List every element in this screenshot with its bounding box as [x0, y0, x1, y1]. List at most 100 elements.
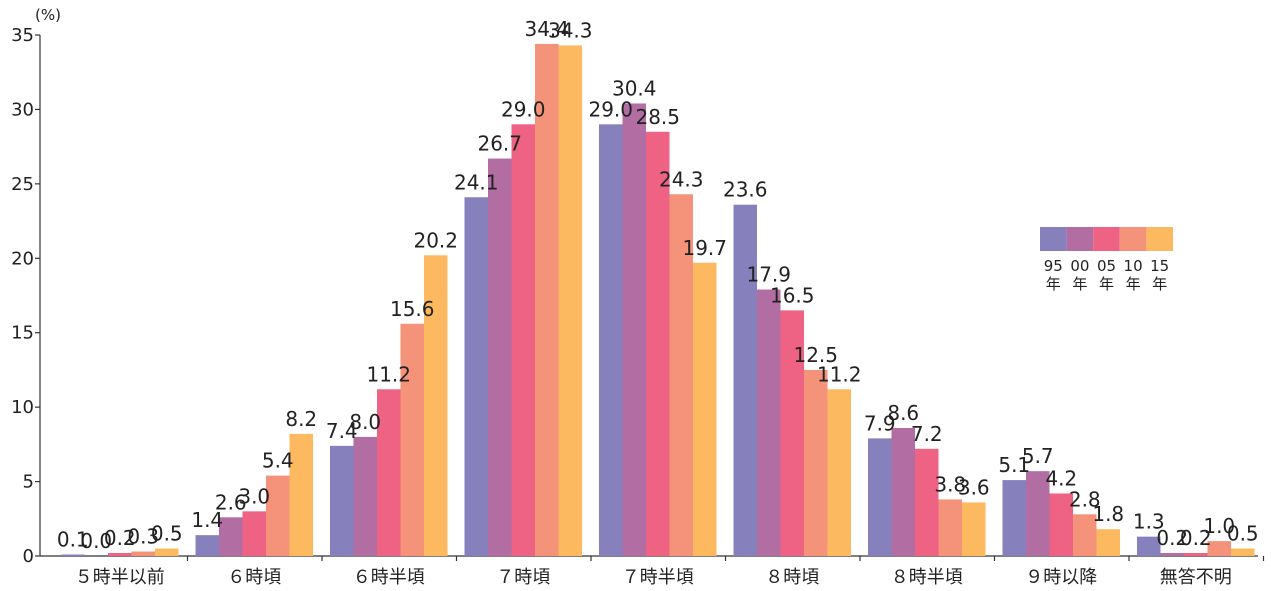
value-label: 7.2 [911, 422, 943, 446]
legend-label: 10 [1124, 257, 1143, 275]
bar [1096, 529, 1120, 556]
category-label: ８時頃 [765, 567, 819, 588]
bar [962, 502, 986, 556]
bars [61, 43, 1255, 557]
legend-label: 年 [1152, 275, 1167, 293]
bar [1049, 493, 1073, 556]
legend-label: 年 [1099, 275, 1114, 293]
y-tick-label: 15 [11, 323, 34, 344]
bar [464, 197, 488, 557]
y-tick-label: 0 [23, 546, 34, 567]
legend-label: 95 [1044, 257, 1063, 275]
bar [915, 448, 939, 556]
value-label: 24.3 [659, 167, 704, 191]
value-label: 0.2 [104, 526, 136, 550]
value-label: 0.3 [127, 525, 159, 549]
bar [1207, 541, 1231, 556]
value-label: 11.2 [817, 362, 862, 386]
y-tick-label: 10 [11, 397, 34, 418]
y-tick-label: 30 [11, 99, 34, 120]
value-label: 3.0 [238, 484, 270, 508]
bar [669, 194, 693, 556]
value-label: 1.3 [1133, 510, 1165, 534]
bar [1160, 553, 1184, 556]
bar [400, 323, 424, 556]
value-label: 23.6 [723, 178, 768, 202]
bar [511, 124, 535, 557]
value-label: 2.8 [1069, 487, 1101, 511]
value-label: 8.2 [285, 407, 317, 431]
value-label: 29.0 [588, 97, 633, 121]
bar [891, 427, 915, 556]
category-label: ７時半頃 [622, 567, 694, 588]
value-label: 0.1 [57, 528, 89, 552]
bar [266, 475, 290, 556]
bar [1184, 553, 1208, 556]
value-label: 15.6 [390, 297, 435, 321]
bar [488, 158, 512, 556]
category-label: ７時頃 [496, 567, 550, 588]
value-label: 0.2 [1180, 526, 1212, 550]
bar [1002, 480, 1026, 556]
legend-swatch [1066, 227, 1094, 251]
value-label: 8.6 [887, 401, 919, 425]
value-label: 0.0 [80, 529, 112, 553]
category-label: 無答不明 [1160, 567, 1232, 588]
y-unit-label: (%) [35, 6, 61, 24]
bar [155, 548, 179, 556]
value-label: 11.2 [366, 362, 411, 386]
value-label: 1.4 [191, 508, 223, 532]
bar [289, 433, 313, 556]
category-label: ９時以降 [1025, 567, 1097, 588]
legend-label: 年 [1046, 275, 1061, 293]
value-label: 0.5 [151, 522, 183, 546]
bar [353, 436, 377, 556]
value-label: 29.0 [501, 97, 546, 121]
bar [827, 389, 851, 556]
bar [757, 289, 781, 556]
value-label: 2.6 [215, 490, 247, 514]
value-label: 19.7 [682, 236, 727, 260]
value-label: 34.4 [524, 17, 569, 41]
bar [622, 103, 646, 556]
value-label: 20.2 [413, 228, 458, 252]
bar [1073, 514, 1097, 556]
bar [693, 262, 717, 556]
value-label: 3.6 [958, 475, 990, 499]
legend-swatch [1146, 227, 1173, 251]
legend-label: 年 [1072, 275, 1087, 293]
y-tick-label: 5 [23, 472, 34, 493]
bar [1026, 471, 1050, 556]
value-label: 26.7 [477, 132, 522, 156]
legend-swatch [1119, 227, 1147, 251]
value-label: 1.0 [1203, 514, 1235, 538]
value-label: 12.5 [793, 343, 838, 367]
legend-swatch [1040, 227, 1067, 251]
legend-label: 15 [1150, 257, 1169, 275]
data-labels: 0.1 1.4 7.4 24.1 29.0 23.6 7.9 5.1 1.3 0.0 2.6 8.0 2… [57, 17, 1259, 553]
value-label: 8.0 [349, 410, 381, 434]
category-label: ６時半頃 [353, 567, 425, 588]
bar [733, 204, 757, 556]
bar [377, 389, 401, 556]
value-label: 5.7 [1022, 444, 1054, 468]
bar [535, 43, 559, 557]
bar [938, 499, 962, 556]
value-label: 17.9 [746, 263, 791, 287]
bar [646, 131, 670, 556]
bar [424, 255, 448, 556]
value-label: 3.8 [934, 472, 966, 496]
bar [131, 551, 155, 556]
y-tick-label: 35 [11, 25, 34, 46]
legend-label: 年 [1126, 275, 1141, 293]
category-label: ５時半以前 [75, 567, 165, 588]
category-label: ８時半頃 [891, 567, 963, 588]
y-tick-label: 20 [11, 248, 34, 269]
value-label: 28.5 [635, 105, 680, 129]
value-label: 16.5 [770, 283, 815, 307]
legend-label: 05 [1097, 257, 1116, 275]
bar [1231, 548, 1255, 556]
